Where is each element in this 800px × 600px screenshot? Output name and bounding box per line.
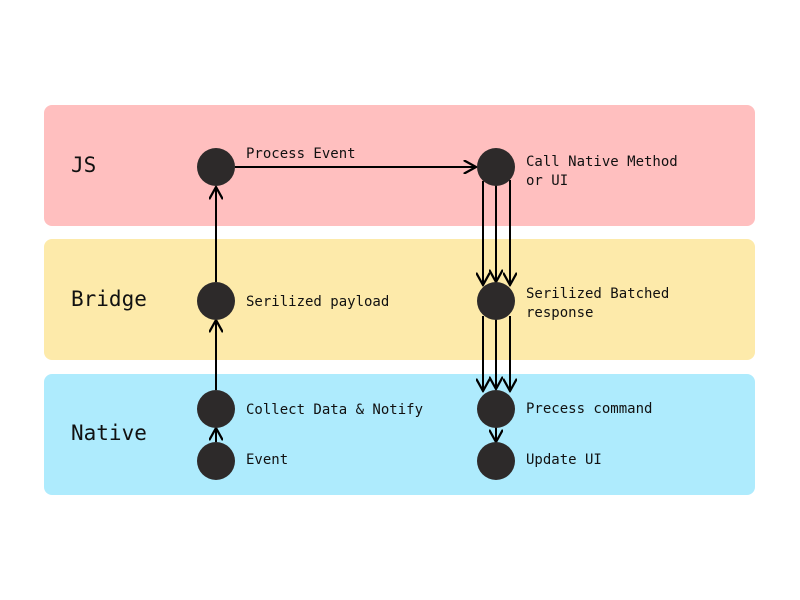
serialized-payload-label: Serilized payload (246, 294, 390, 310)
js-lane-label: JS (71, 153, 97, 177)
process-command-label: Precess command (526, 401, 653, 417)
serialized-batched-node (477, 282, 515, 320)
event-label: Event (246, 452, 289, 468)
bridge-lane: Bridge (44, 239, 755, 360)
call-native-label-line2: or UI (526, 173, 569, 189)
js-lane: JS (44, 105, 755, 226)
native-lane-label: Native (71, 421, 147, 445)
process-event-label: Process Event (246, 146, 356, 162)
call-native-label-line1: Call Native Method (526, 154, 678, 170)
collect-data-node (197, 390, 235, 428)
process-command-node (477, 390, 515, 428)
update-ui-node (477, 442, 515, 480)
serialized-batched-label-line2: response (526, 305, 594, 321)
serialized-payload-node (197, 282, 235, 320)
collect-data-label: Collect Data & Notify (246, 402, 424, 418)
bridge-lane-label: Bridge (71, 287, 147, 311)
update-ui-label: Update UI (526, 452, 602, 468)
event-node (197, 442, 235, 480)
serialized-batched-label-line1: Serilized Batched (526, 286, 670, 302)
process-event-node (197, 148, 235, 186)
native-lane: Native (44, 374, 755, 495)
call-native-node (477, 148, 515, 186)
